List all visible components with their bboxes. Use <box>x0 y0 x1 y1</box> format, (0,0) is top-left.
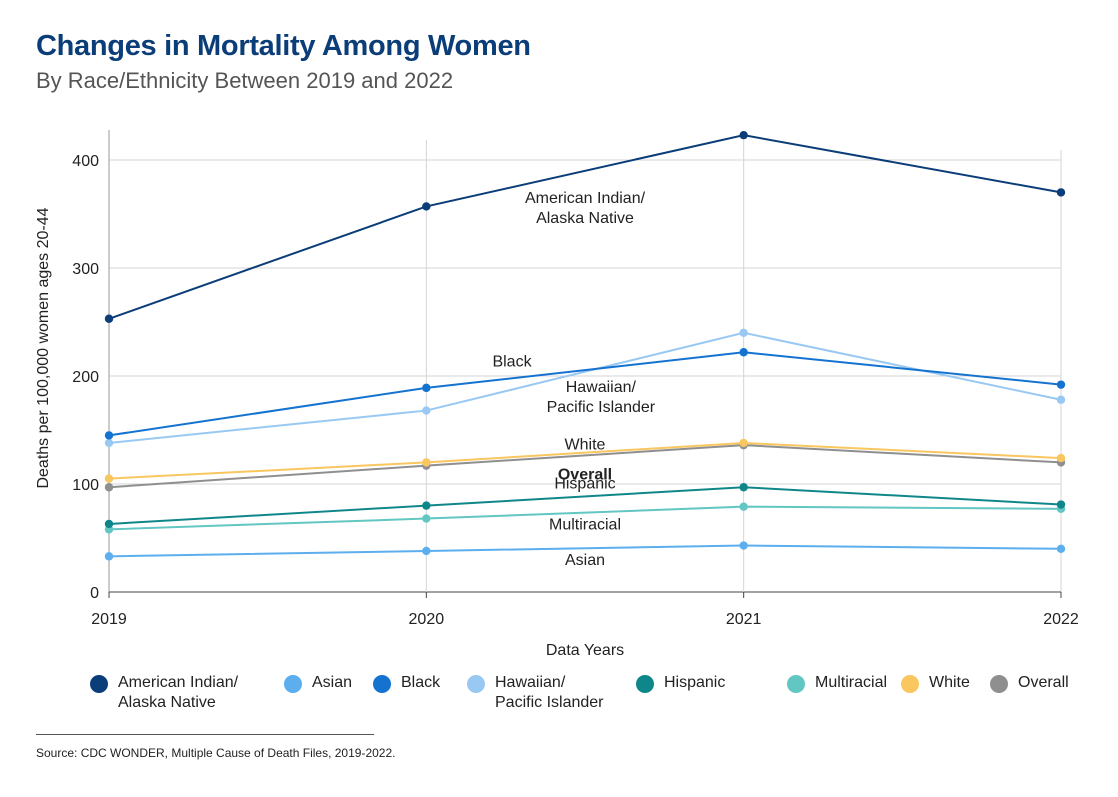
source-note: Source: CDC WONDER, Multiple Cause of De… <box>36 746 396 760</box>
series-label: Overall <box>558 467 612 484</box>
chart-legend: American Indian/ Alaska Native Asian Black… <box>90 673 1090 723</box>
series-line <box>108 486 1062 525</box>
legend-label: Multiracial <box>815 674 888 691</box>
legend-swatch-icon <box>467 675 485 693</box>
line-chart: 0 100 200 300 400 2019 2020 2021 2022 Data Years D… <box>35 130 1079 659</box>
legend-item: Hispanic <box>636 673 725 693</box>
series-label: Black <box>492 353 532 370</box>
series-line <box>108 441 1062 480</box>
legend-label: Asian <box>312 674 353 691</box>
legend-item: American Indian/ Alaska Native <box>90 673 238 713</box>
y-tick-label: 0 <box>90 585 99 602</box>
series-label: Multiracial <box>549 516 621 533</box>
legend-swatch-icon <box>787 675 805 693</box>
data-point <box>739 502 748 511</box>
data-point <box>422 383 431 393</box>
legend-swatch-icon <box>90 675 108 693</box>
data-point <box>104 483 114 492</box>
series-line <box>108 444 1062 489</box>
data-point <box>104 552 114 561</box>
data-point <box>104 431 114 440</box>
legend-swatch-icon <box>901 675 919 693</box>
data-point <box>739 483 748 492</box>
data-point <box>739 348 748 357</box>
series-line <box>108 134 1062 320</box>
data-point <box>104 314 114 323</box>
series-line <box>108 505 1062 531</box>
legend-label: Black <box>401 674 441 691</box>
x-tick-label: 2020 <box>409 611 445 628</box>
legend-item: Multiracial <box>787 673 887 693</box>
series-label: Hawaiian/Pacific Islander <box>547 379 656 416</box>
series-label: Asian <box>565 552 605 569</box>
legend-label: White <box>929 674 970 691</box>
data-point <box>1056 500 1066 509</box>
legend-label: Hawaiian/ Pacific Islander <box>495 674 604 711</box>
data-point <box>739 438 748 448</box>
legend-swatch-icon <box>284 675 302 693</box>
data-point <box>739 541 748 550</box>
data-point <box>422 546 431 556</box>
x-tick-label: 2022 <box>1043 611 1079 628</box>
data-point <box>739 328 748 337</box>
legend-item: Asian <box>284 673 352 693</box>
data-point <box>422 458 431 467</box>
legend-swatch-icon <box>373 675 391 693</box>
legend-item: White <box>901 673 970 693</box>
data-point <box>1056 380 1066 389</box>
data-point <box>422 202 431 211</box>
chart-subtitle: By Race/Ethnicity Between 2019 and 2022 <box>36 68 454 93</box>
legend-label: American Indian/ Alaska Native <box>118 674 239 711</box>
legend-swatch-icon <box>990 675 1008 693</box>
data-point <box>422 406 431 415</box>
legend-label: Hispanic <box>664 674 726 691</box>
data-point <box>422 501 431 510</box>
legend-label: Overall <box>1018 674 1069 691</box>
data-point <box>739 130 748 140</box>
legend-item: Hawaiian/ Pacific Islander <box>467 673 604 713</box>
series-label: American Indian/Alaska Native <box>525 190 646 227</box>
data-point <box>1056 395 1066 404</box>
data-point <box>422 514 431 523</box>
y-tick-label: 300 <box>72 261 99 278</box>
y-tick-label: 100 <box>72 477 99 494</box>
x-tick-label: 2021 <box>726 611 762 628</box>
y-tick-label: 400 <box>72 153 99 170</box>
x-axis-title: Data Years <box>546 642 624 659</box>
data-point <box>1056 188 1066 197</box>
chart-title: Changes in Mortality Among Women <box>36 30 531 62</box>
data-point <box>1056 453 1066 463</box>
series-label: White <box>565 436 606 453</box>
series-line <box>108 331 1062 444</box>
series-label: Hispanic <box>554 475 615 492</box>
data-point <box>1056 544 1066 553</box>
data-point <box>104 519 114 529</box>
legend-item: Black <box>373 673 440 693</box>
legend-item: Overall <box>990 673 1069 693</box>
x-tick-label: 2019 <box>91 611 127 628</box>
data-point <box>104 474 114 483</box>
series-line <box>108 351 1062 437</box>
source-divider <box>36 734 374 735</box>
series-line <box>108 544 1062 558</box>
y-tick-label: 200 <box>72 369 99 386</box>
data-point <box>104 438 114 448</box>
y-axis-title: Deaths per 100,000 women ages 20-44 <box>35 207 52 488</box>
legend-swatch-icon <box>636 675 654 693</box>
